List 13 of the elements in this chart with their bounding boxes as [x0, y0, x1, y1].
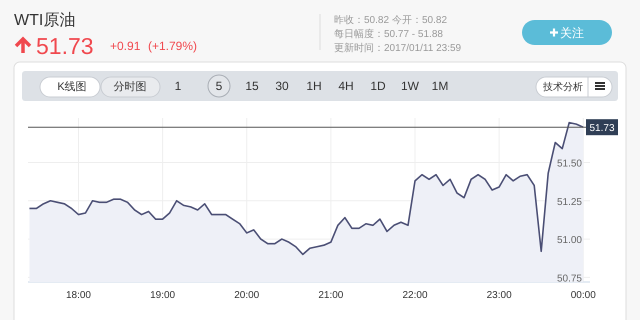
x-tick-label: 20:00	[234, 290, 260, 301]
x-tick-label: 23:00	[486, 290, 512, 301]
x-tick-label: 21:00	[318, 290, 344, 301]
y-tick-label: 51.50	[556, 158, 582, 170]
y-tick-label: 50.75	[556, 273, 582, 284]
ref-line-label: 51.73	[589, 123, 615, 134]
x-tick-label: 22:00	[402, 290, 428, 301]
chart-title: WTI原油	[14, 11, 76, 29]
y-tick-label: 51.00	[556, 235, 582, 246]
y-tick-label: 51.25	[556, 196, 582, 208]
x-tick-label: 18:00	[66, 290, 92, 301]
x-tick-label: 19:00	[150, 290, 176, 301]
x-tick-label: 00:00	[570, 290, 596, 301]
